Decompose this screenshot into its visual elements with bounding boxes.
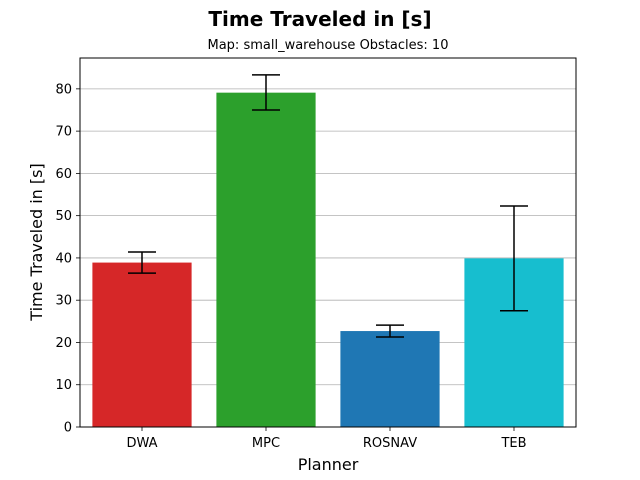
y-tick-label: 50 xyxy=(55,209,72,224)
bar xyxy=(92,262,192,427)
y-tick-label: 0 xyxy=(64,421,72,436)
x-tick-label: MPC xyxy=(252,436,280,451)
plot-frame xyxy=(79,57,577,428)
chart-subtitle: Map: small_warehouse Obstacles: 10 xyxy=(208,38,449,53)
x-axis-label: Planner xyxy=(298,455,359,474)
y-tick-label: 40 xyxy=(55,251,72,266)
y-tick-label: 20 xyxy=(55,336,72,351)
x-tick-label: ROSNAV xyxy=(363,436,417,451)
error-bars xyxy=(128,74,528,338)
y-axis-ticks: 0 10 20 30 40 50 60 70 80 xyxy=(55,82,80,436)
x-axis-ticks: DWA MPC ROSNAV TEB xyxy=(126,427,527,451)
y-tick-label: 10 xyxy=(55,378,72,393)
y-tick-label: 30 xyxy=(55,294,72,309)
bar xyxy=(216,92,316,427)
bar xyxy=(340,331,440,427)
bars xyxy=(92,92,564,427)
y-tick-label: 80 xyxy=(55,82,72,97)
y-axis-label: Time Traveled in [s] xyxy=(27,163,46,321)
y-tick-label: 70 xyxy=(55,125,72,140)
x-tick-label: DWA xyxy=(126,436,157,451)
chart-title: Time Traveled in [s] xyxy=(208,7,431,31)
x-tick-label: TEB xyxy=(500,436,526,451)
y-tick-label: 60 xyxy=(55,167,72,182)
